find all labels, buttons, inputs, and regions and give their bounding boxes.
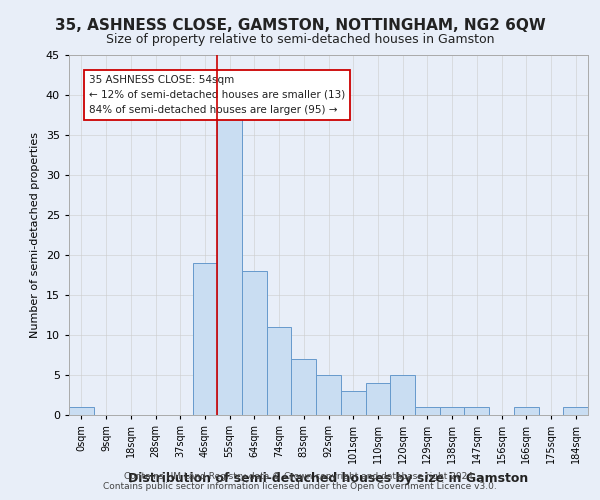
- Bar: [242, 271, 267, 415]
- Bar: [69, 407, 94, 415]
- Bar: [316, 375, 341, 415]
- Y-axis label: Number of semi-detached properties: Number of semi-detached properties: [30, 132, 40, 338]
- Bar: [563, 407, 588, 415]
- Bar: [464, 407, 489, 415]
- Text: 35 ASHNESS CLOSE: 54sqm
← 12% of semi-detached houses are smaller (13)
84% of se: 35 ASHNESS CLOSE: 54sqm ← 12% of semi-de…: [89, 75, 345, 114]
- Text: Contains HM Land Registry data © Crown copyright and database right 2024.: Contains HM Land Registry data © Crown c…: [124, 472, 476, 481]
- Bar: [390, 375, 415, 415]
- Bar: [217, 119, 242, 415]
- Text: 35, ASHNESS CLOSE, GAMSTON, NOTTINGHAM, NG2 6QW: 35, ASHNESS CLOSE, GAMSTON, NOTTINGHAM, …: [55, 18, 545, 32]
- X-axis label: Distribution of semi-detached houses by size in Gamston: Distribution of semi-detached houses by …: [128, 472, 529, 484]
- Bar: [514, 407, 539, 415]
- Text: Contains public sector information licensed under the Open Government Licence v3: Contains public sector information licen…: [103, 482, 497, 491]
- Bar: [365, 383, 390, 415]
- Bar: [267, 327, 292, 415]
- Bar: [440, 407, 464, 415]
- Bar: [415, 407, 440, 415]
- Bar: [341, 391, 365, 415]
- Bar: [292, 359, 316, 415]
- Text: Size of property relative to semi-detached houses in Gamston: Size of property relative to semi-detach…: [106, 32, 494, 46]
- Bar: [193, 263, 217, 415]
